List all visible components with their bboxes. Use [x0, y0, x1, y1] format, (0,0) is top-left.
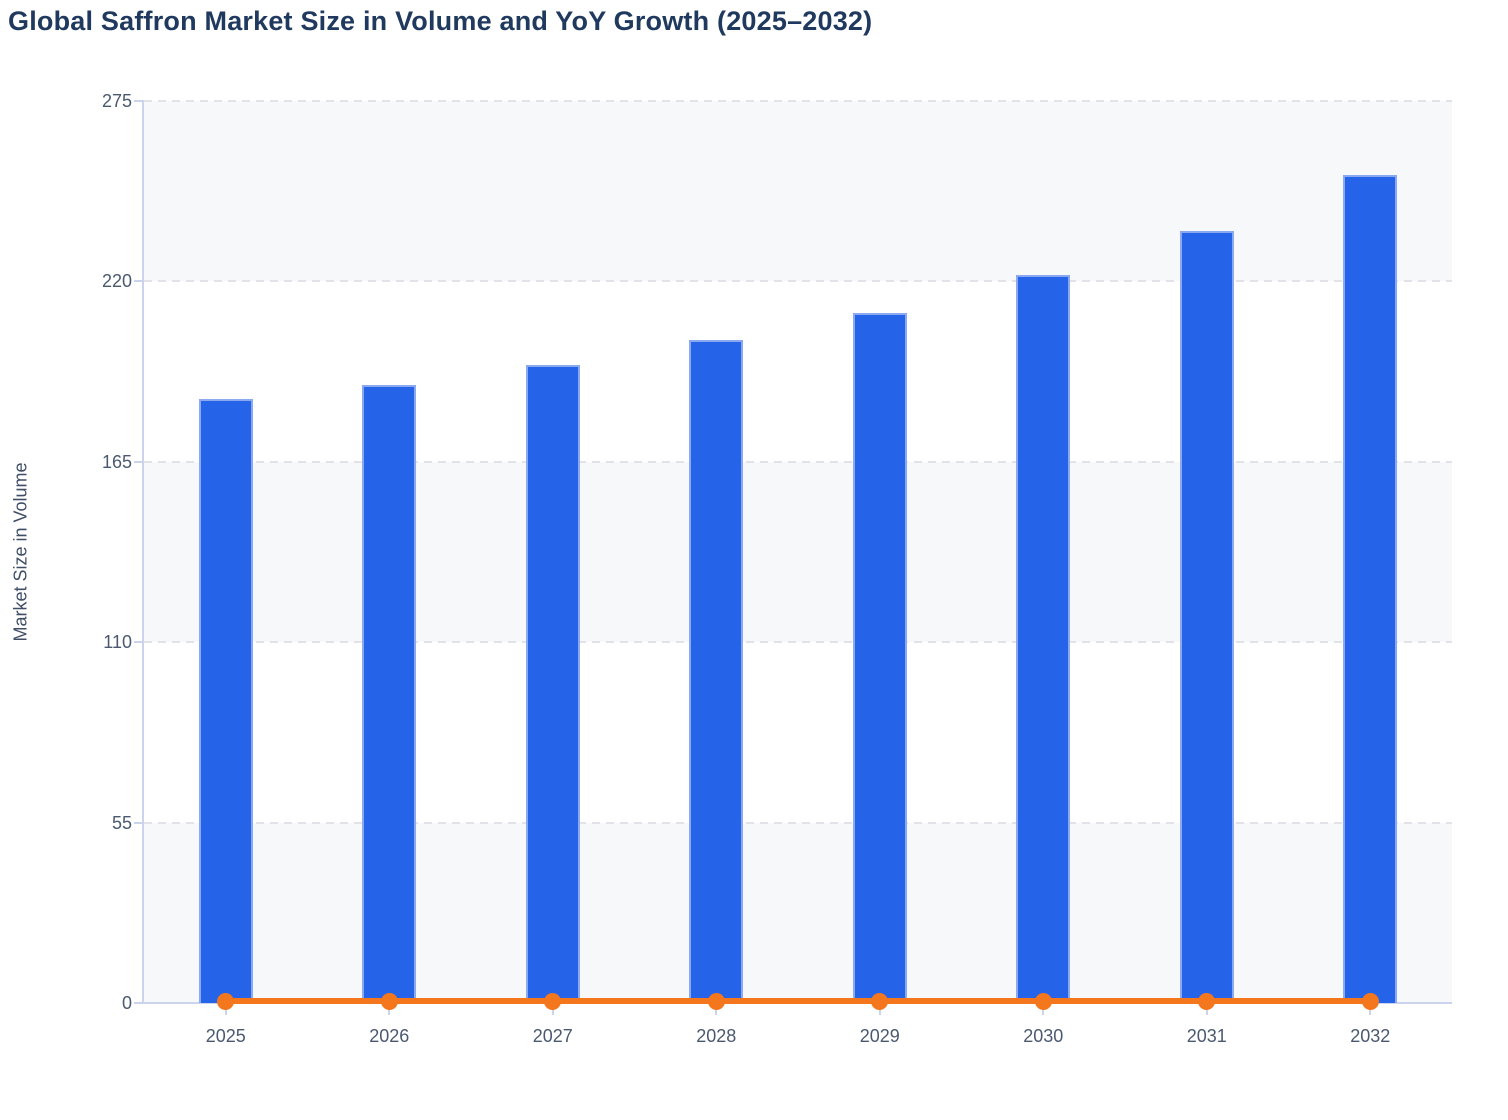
y-tick-label: 220 [101, 271, 132, 292]
y-tick-mark [134, 280, 144, 283]
yoy-growth-line[interactable] [225, 998, 1371, 1005]
y-tick-mark [134, 821, 144, 824]
x-tick-label-2027: 2027 [532, 1026, 573, 1046]
plot-band [144, 461, 1452, 643]
yoy-marker-2027[interactable] [544, 992, 562, 1010]
bar-2030[interactable] [1016, 275, 1071, 1003]
x-tick-label-2030: 2030 [1023, 1026, 1064, 1046]
bar-2032[interactable] [1343, 175, 1398, 1003]
bar-2029[interactable] [852, 312, 907, 1003]
bar-2031[interactable] [1179, 230, 1234, 1003]
x-tick-label-2028: 2028 [696, 1026, 737, 1046]
x-tick-label-2031: 2031 [1186, 1026, 1227, 1046]
gridline [144, 641, 1452, 644]
gridline [144, 821, 1452, 824]
bar-2028[interactable] [689, 340, 744, 1003]
yoy-marker-2026[interactable] [380, 992, 398, 1010]
y-tick-label: 275 [101, 91, 132, 111]
y-axis-line [142, 101, 144, 1003]
x-tick-label-2029: 2029 [859, 1026, 900, 1046]
y-tick-mark [134, 641, 144, 644]
yoy-marker-2030[interactable] [1034, 992, 1052, 1010]
y-tick-label: 110 [103, 632, 132, 653]
gridline [144, 280, 1452, 283]
y-tick-mark [134, 460, 144, 463]
yoy-marker-2032[interactable] [1361, 992, 1379, 1010]
bar-2027[interactable] [525, 365, 580, 1003]
bar-2025[interactable] [198, 399, 253, 1003]
y-tick-label: 55 [111, 812, 132, 833]
x-tick-label-2026: 2026 [369, 1026, 410, 1046]
yoy-marker-2029[interactable] [871, 992, 889, 1010]
gridline [144, 100, 1452, 102]
gridline [144, 460, 1452, 463]
plot-band [144, 101, 1452, 282]
bar-2026[interactable] [362, 384, 417, 1003]
y-tick-mark [134, 100, 144, 102]
y-tick-label: 165 [101, 451, 132, 472]
yoy-marker-2025[interactable] [217, 992, 235, 1010]
y-tick-label: 0 [121, 993, 132, 1013]
yoy-marker-2028[interactable] [707, 992, 725, 1010]
yoy-marker-2031[interactable] [1198, 992, 1216, 1010]
plot-band [144, 822, 1452, 1003]
chart-title: Global Saffron Market Size in Volume and… [8, 6, 873, 36]
x-tick-label-2025: 2025 [205, 1026, 246, 1046]
x-tick-label-2032: 2032 [1350, 1026, 1391, 1046]
